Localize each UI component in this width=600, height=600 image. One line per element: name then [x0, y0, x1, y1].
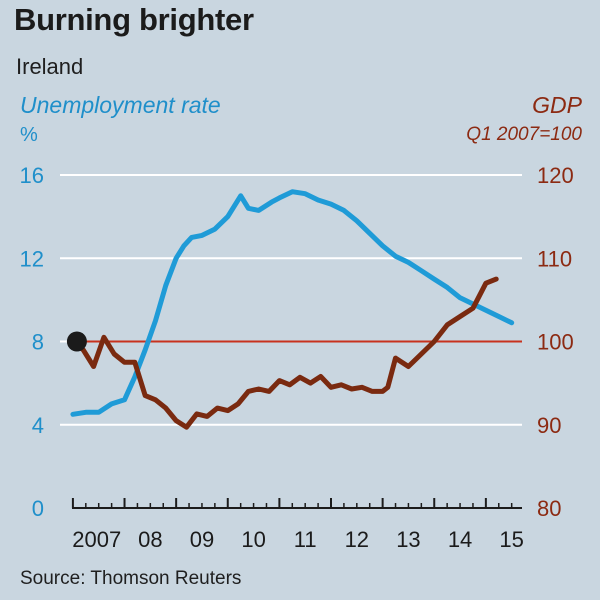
- chart-title: Burning brighter: [14, 2, 254, 37]
- right-axis-unit: Q1 2007=100: [466, 124, 582, 145]
- left-tick-label: 8: [32, 330, 44, 355]
- x-tick-label: 09: [190, 527, 214, 552]
- gdp-line: [70, 276, 499, 430]
- x-tick-label: 14: [448, 527, 472, 552]
- right-tick-label: 90: [537, 413, 561, 438]
- left-tick-label: 16: [20, 163, 44, 188]
- x-tick-label: 10: [241, 527, 265, 552]
- left-axis-title: Unemployment rate: [20, 92, 221, 118]
- unemployment-line: [70, 189, 515, 417]
- right-axis-title: GDP: [532, 92, 582, 118]
- x-tick-label: 13: [396, 527, 420, 552]
- x-tick-label: 2007: [72, 527, 121, 552]
- x-tick-label: 08: [138, 527, 162, 552]
- left-tick-label: 0: [32, 496, 44, 521]
- left-axis-unit: %: [20, 124, 38, 146]
- right-tick-label: 80: [537, 496, 561, 521]
- x-tick-label: 15: [499, 527, 523, 552]
- right-tick-label: 120: [537, 163, 574, 188]
- x-tick-label: 12: [345, 527, 369, 552]
- chart-subtitle: Ireland: [16, 54, 84, 79]
- left-tick-label: 12: [20, 246, 44, 271]
- right-tick-label: 110: [537, 246, 572, 271]
- start-marker: [66, 331, 87, 352]
- source-note: Source: Thomson Reuters: [20, 568, 242, 589]
- right-tick-label: 100: [537, 330, 574, 355]
- x-tick-label: 11: [294, 527, 317, 552]
- left-tick-label: 4: [32, 413, 44, 438]
